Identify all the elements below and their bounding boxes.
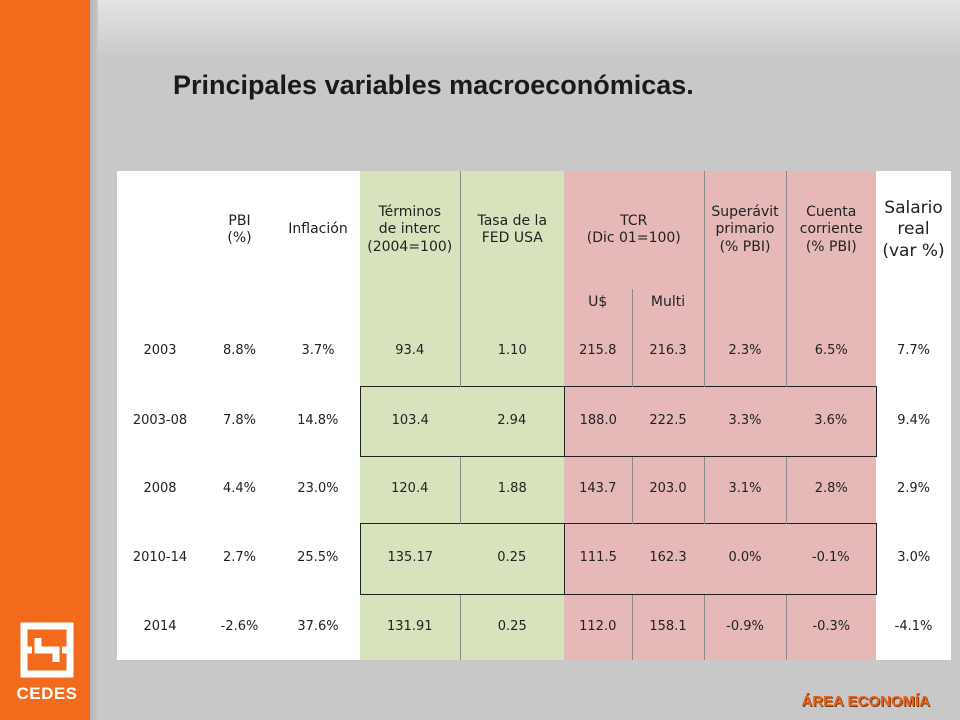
- header-salario: Salario real (var %): [876, 171, 952, 289]
- cell-terminos: 120.4: [360, 456, 461, 523]
- subheader-empty: [117, 289, 203, 317]
- subheader-empty: [704, 289, 787, 317]
- cell-tcr-usd: 112.0: [564, 594, 633, 660]
- top-highlight: [98, 0, 960, 60]
- cell-terminos: 103.4: [359, 385, 460, 457]
- cell-salario: -4.1%: [876, 594, 952, 660]
- header-superavit: Superávit primario (% PBI): [704, 171, 787, 289]
- cell-period: 2010-14: [117, 523, 203, 594]
- header-tasa-fed: Tasa de la FED USA: [460, 171, 564, 289]
- cell-salario: 2.9%: [876, 456, 952, 523]
- cell-tasa-fed: 0.25: [460, 522, 564, 595]
- left-accent-bar: [0, 0, 90, 720]
- cell-tasa-fed: 1.10: [460, 317, 564, 386]
- table-row: 2014 -2.6% 37.6% 131.91 0.25 112.0 158.1…: [117, 594, 952, 660]
- cell-tasa-fed: 1.88: [460, 456, 564, 523]
- cell-terminos: 93.4: [360, 317, 461, 386]
- cell-cuenta: -0.1%: [786, 522, 877, 595]
- cell-tcr-multi: 158.1: [632, 594, 705, 660]
- cell-pbi: 2.7%: [203, 523, 276, 594]
- cell-inflacion: 14.8%: [276, 386, 360, 456]
- cell-period: 2003-08: [117, 386, 203, 456]
- subheader-empty: [460, 289, 564, 317]
- cell-superavit: 3.3%: [704, 385, 787, 457]
- cell-pbi: 7.8%: [203, 386, 276, 456]
- cell-terminos: 131.91: [360, 594, 461, 660]
- cell-period: 2014: [117, 594, 203, 660]
- cell-superavit: 0.0%: [704, 522, 787, 595]
- cell-superavit: -0.9%: [704, 594, 787, 660]
- header-row: PBI (%) Inflación Términos de interc (20…: [117, 171, 952, 289]
- header-pbi: PBI (%): [203, 171, 276, 289]
- table-row: 2003 8.8% 3.7% 93.4 1.10 215.8 216.3 2.3…: [117, 317, 952, 386]
- cell-tcr-multi: 203.0: [632, 456, 705, 523]
- subheader-usd: U$: [564, 289, 633, 317]
- table-row: 2010-14 2.7% 25.5% 135.17 0.25 111.5 162…: [117, 522, 952, 595]
- subheader-empty: [276, 289, 360, 317]
- cell-tcr-multi: 216.3: [632, 317, 705, 386]
- cell-terminos: 135.17: [359, 522, 460, 595]
- cell-period: 2008: [117, 456, 203, 523]
- slide-title: Principales variables macroeconómicas.: [173, 70, 694, 100]
- subheader-empty: [786, 289, 877, 317]
- cell-inflacion: 25.5%: [276, 523, 360, 594]
- cell-tcr-multi: 222.5: [632, 385, 705, 457]
- cell-period: 2003: [117, 317, 203, 386]
- cell-pbi: -2.6%: [203, 594, 276, 660]
- left-bar-shadow: [90, 0, 98, 720]
- cell-superavit: 3.1%: [704, 456, 787, 523]
- subheader-row: U$ Multi: [117, 289, 952, 317]
- cell-cuenta: -0.3%: [786, 594, 877, 660]
- logo-text: CEDES: [16, 684, 78, 703]
- cell-tcr-usd: 111.5: [563, 522, 632, 595]
- cell-pbi: 8.8%: [203, 317, 276, 386]
- cell-cuenta: 3.6%: [786, 385, 877, 457]
- subheader-empty: [203, 289, 276, 317]
- footer-area-label: ÁREA ECONOMÍA: [801, 693, 930, 710]
- cell-tcr-usd: 188.0: [563, 385, 632, 457]
- cell-tcr-usd: 215.8: [564, 317, 633, 386]
- macro-table: PBI (%) Inflación Términos de interc (20…: [117, 171, 952, 660]
- cedes-logo: CEDES: [14, 622, 80, 710]
- macro-table-panel: PBI (%) Inflación Términos de interc (20…: [117, 171, 952, 660]
- cell-inflacion: 3.7%: [276, 317, 360, 386]
- cell-tasa-fed: 2.94: [460, 385, 564, 457]
- cell-inflacion: 23.0%: [276, 456, 360, 523]
- header-inflacion: Inflación: [276, 171, 360, 289]
- header-year: [117, 171, 203, 289]
- table-row: 2003-08 7.8% 14.8% 103.4 2.94 188.0 222.…: [117, 385, 952, 457]
- cell-salario: 3.0%: [876, 523, 952, 594]
- cell-inflacion: 37.6%: [276, 594, 360, 660]
- cell-salario: 9.4%: [876, 386, 952, 456]
- subheader-multi: Multi: [632, 289, 705, 317]
- header-terminos: Términos de interc (2004=100): [360, 171, 461, 289]
- table-row: 2008 4.4% 23.0% 120.4 1.88 143.7 203.0 3…: [117, 456, 952, 523]
- cell-cuenta: 2.8%: [786, 456, 877, 523]
- cell-salario: 7.7%: [876, 317, 952, 386]
- subheader-empty: [360, 289, 461, 317]
- cell-superavit: 2.3%: [704, 317, 787, 386]
- cell-tasa-fed: 0.25: [460, 594, 564, 660]
- cell-tcr-usd: 143.7: [564, 456, 633, 523]
- cell-tcr-multi: 162.3: [632, 522, 705, 595]
- cedes-logo-icon: [20, 622, 74, 678]
- cell-cuenta: 6.5%: [786, 317, 877, 386]
- header-tcr: TCR (Dic 01=100): [564, 171, 705, 289]
- cell-pbi: 4.4%: [203, 456, 276, 523]
- header-cuenta: Cuenta corriente (% PBI): [786, 171, 877, 289]
- subheader-empty: [876, 289, 952, 317]
